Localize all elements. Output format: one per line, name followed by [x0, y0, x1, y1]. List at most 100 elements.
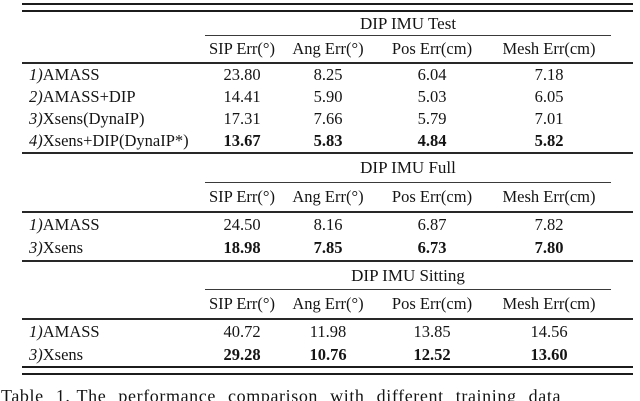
bottom-double-rule	[22, 366, 633, 375]
cell-sip-err: 24.50	[223, 214, 261, 234]
row-spacer	[611, 320, 633, 343]
cell-pos-err: 6.87	[417, 214, 447, 234]
cell-pos-err-best: 6.73	[417, 238, 447, 258]
row-spacer	[611, 130, 633, 152]
header-spacer	[611, 183, 633, 211]
cell-ang-err-best: 7.85	[313, 238, 343, 258]
row-index: 1)	[29, 214, 43, 234]
row-name: AMASS+DIP	[42, 87, 136, 106]
header-blank	[22, 36, 205, 62]
cell-sip-err-best: 13.67	[223, 131, 261, 150]
column-header-pos-err: Pos Err(cm)	[391, 39, 473, 58]
cell-mesh-err-best: 13.60	[530, 344, 568, 364]
row-index: 3)	[29, 238, 43, 258]
row-name: Xsens+DIP(DynaIP*)	[42, 131, 189, 150]
table-title: DIP IMU Sitting	[205, 262, 611, 290]
table-caption: Table 1. The performance comparison with …	[1, 386, 640, 401]
row-name: AMASS	[42, 321, 100, 341]
row-label: 3) Xsens(DynaIP)	[22, 108, 205, 130]
column-header-ang-err: Ang Err(°)	[292, 187, 364, 206]
column-header-sip-err: SIP Err(°)	[208, 294, 276, 313]
title-row-spacer	[611, 154, 633, 182]
table-dip-imu-sitting: DIP IMU Sitting SIP Err(°) Ang Err(°) Po…	[22, 262, 633, 375]
row-spacer	[611, 108, 633, 130]
row-index: 2)	[29, 87, 43, 106]
caption-text: The performance comparison with differen…	[76, 386, 562, 401]
column-header-sip-err: SIP Err(°)	[208, 39, 276, 58]
section-divider-rule	[22, 260, 633, 262]
table-title: DIP IMU Full	[205, 154, 611, 183]
cell-mesh-err: 7.82	[534, 214, 564, 234]
column-header-mesh-err: Mesh Err(cm)	[502, 39, 596, 58]
row-label: 1) AMASS	[22, 64, 205, 86]
column-header-mesh-err: Mesh Err(cm)	[502, 294, 596, 313]
row-label: 1) AMASS	[22, 213, 205, 237]
cell-sip-err-best: 18.98	[223, 238, 261, 258]
row-name: Xsens	[42, 344, 84, 364]
column-header-pos-err: Pos Err(cm)	[391, 294, 473, 313]
column-header-pos-err: Pos Err(cm)	[391, 187, 473, 206]
row-index: 3)	[29, 109, 43, 128]
cell-mesh-err: 7.01	[534, 109, 564, 128]
column-header-ang-err: Ang Err(°)	[292, 39, 364, 58]
header-spacer	[611, 36, 633, 62]
cell-sip-err: 17.31	[223, 109, 261, 128]
title-row-blank	[22, 154, 205, 182]
row-index: 1)	[29, 321, 43, 341]
cell-mesh-err: 7.18	[534, 65, 564, 84]
row-spacer	[611, 237, 633, 261]
header-blank	[22, 290, 205, 318]
header-rule	[22, 318, 633, 320]
row-label: 3) Xsens	[22, 237, 205, 261]
row-label: 4) Xsens+DIP(DynaIP*)	[22, 130, 205, 152]
top-double-rule	[22, 3, 633, 12]
cell-pos-err: 5.03	[417, 87, 447, 106]
cell-sip-err: 14.41	[223, 87, 261, 106]
title-row-spacer	[611, 262, 633, 289]
cell-mesh-err-best: 5.82	[534, 131, 564, 150]
row-name: Xsens	[42, 238, 84, 258]
cell-sip-err: 40.72	[223, 321, 261, 341]
row-name: AMASS	[42, 214, 100, 234]
cell-ang-err-best: 5.83	[313, 131, 343, 150]
cell-ang-err: 8.25	[313, 65, 343, 84]
cell-pos-err-best: 4.84	[417, 131, 447, 150]
cell-ang-err: 8.16	[313, 214, 343, 234]
cell-ang-err: 5.90	[313, 87, 343, 106]
row-label: 1) AMASS	[22, 320, 205, 343]
cell-pos-err: 6.04	[417, 65, 447, 84]
row-spacer	[611, 213, 633, 237]
cell-ang-err: 7.66	[313, 109, 343, 128]
row-name: AMASS	[42, 65, 100, 84]
column-header-ang-err: Ang Err(°)	[292, 294, 364, 313]
row-spacer	[611, 343, 633, 366]
cell-sip-err: 23.80	[223, 65, 261, 84]
header-rule	[22, 211, 633, 213]
title-row-blank	[22, 12, 205, 35]
table-dip-imu-full: DIP IMU Full SIP Err(°) Ang Err(°) Pos E…	[22, 154, 633, 262]
caption-label: Table 1.	[1, 386, 71, 401]
column-header-sip-err: SIP Err(°)	[208, 187, 276, 206]
header-rule	[22, 62, 633, 64]
results-table: DIP IMU Test SIP Err(°) Ang Err(°) Pos E…	[22, 3, 633, 375]
table-title: DIP IMU Test	[205, 12, 611, 36]
header-blank	[22, 183, 205, 211]
row-index: 4)	[29, 131, 43, 150]
cell-mesh-err-best: 7.80	[534, 238, 564, 258]
cell-pos-err-best: 12.52	[413, 344, 451, 364]
row-label: 2) AMASS+DIP	[22, 86, 205, 108]
cell-pos-err: 13.85	[413, 321, 451, 341]
cell-ang-err: 11.98	[309, 321, 347, 341]
row-name: Xsens(DynaIP)	[42, 109, 145, 128]
row-index: 3)	[29, 344, 43, 364]
cell-sip-err-best: 29.28	[223, 344, 261, 364]
row-label: 3) Xsens	[22, 343, 205, 366]
cell-mesh-err: 6.05	[534, 87, 564, 106]
title-row-spacer	[611, 12, 633, 35]
row-spacer	[611, 86, 633, 108]
table-dip-imu-test: DIP IMU Test SIP Err(°) Ang Err(°) Pos E…	[22, 3, 633, 154]
column-header-mesh-err: Mesh Err(cm)	[502, 187, 596, 206]
cell-pos-err: 5.79	[417, 109, 447, 128]
title-row-blank	[22, 262, 205, 289]
